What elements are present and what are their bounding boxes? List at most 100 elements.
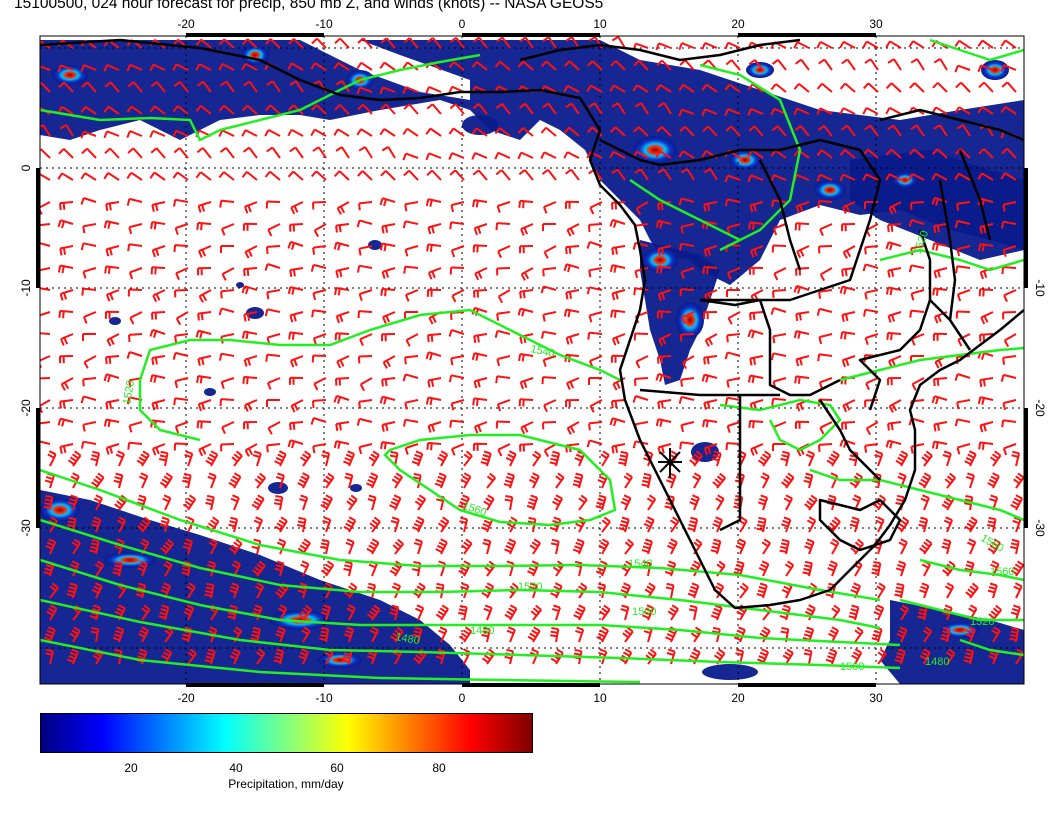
wind-barb-icon [909,82,925,93]
wind-barb-icon [497,289,511,304]
wind-barb-icon [136,450,150,467]
wind-barb-icon [160,582,172,599]
wind-barb-icon [1001,81,1017,93]
wind-barb-icon [57,219,74,229]
wind-barb-icon [289,80,304,93]
wind-barb-icon [757,648,770,665]
wind-barb-icon [849,472,863,489]
wind-barb-icon [427,421,442,433]
wind-barb-icon [827,516,841,533]
wind-barb-icon [894,582,905,599]
wind-barb-icon [747,329,764,339]
wind-barb-icon [862,40,879,49]
wind-barb-icon [910,124,925,137]
wind-barb-icon [679,242,695,251]
wind-barb-icon [481,626,491,643]
wind-barb-icon [804,538,815,555]
wind-barb-icon [449,266,465,275]
wind-barb-icon [497,443,511,457]
wind-barb-icon [955,265,971,274]
wind-barb-icon [435,538,448,555]
wind-barb-icon [842,201,856,214]
wind-barb-icon [404,311,418,319]
wind-barb-icon [426,441,442,451]
wind-barb-icon [437,450,449,467]
wind-barb-icon [526,494,539,511]
wind-barb-icon [435,648,446,665]
wind-barb-icon [47,450,57,467]
wind-barb-icon [103,373,120,383]
wind-barb-icon [679,288,695,297]
wind-barb-icon [481,582,495,599]
wind-barb-icon [104,265,120,274]
wind-barb-icon [112,626,125,643]
wind-barb-icon [759,626,771,643]
wind-barb-icon [312,399,327,408]
wind-barb-icon [805,450,816,467]
lat-label: -20 [19,399,33,417]
wind-barb-icon [274,560,285,577]
wind-barb-icon [40,421,51,425]
wind-barb-icon [842,245,856,259]
wind-barb-icon [689,494,700,511]
wind-barb-icon [619,582,632,599]
wind-barb-icon [150,221,166,230]
wind-barb-icon [908,173,925,181]
wind-barb-icon [540,285,557,294]
wind-barb-icon [334,332,350,341]
wind-barb-icon [254,472,266,489]
wind-barb-icon [802,626,815,643]
wind-barb-icon [794,222,810,231]
contour-label: 1480 [470,625,494,637]
wind-barb-icon [575,626,585,643]
wind-barb-icon [724,41,741,50]
wind-barb-icon [795,58,810,71]
wind-barb-icon [666,538,678,555]
wind-barb-icon [195,171,212,181]
wind-barb-icon [575,516,587,533]
wind-barbs [40,36,1024,665]
wind-barb-icon [321,450,331,467]
wind-barb-icon [839,40,856,49]
wind-barb-icon [565,399,580,408]
wind-barb-icon [486,472,496,489]
wind-barb-icon [703,355,718,365]
wind-barb-icon [504,648,515,665]
wind-barb-icon [335,146,350,159]
wind-barb-icon [198,443,212,457]
wind-barb-icon [703,443,718,456]
wind-barb-icon [242,375,258,385]
wind-barb-icon [680,223,695,234]
wind-barb-icon [368,450,380,467]
wind-barb-icon [919,648,931,665]
wind-barb-icon [841,58,856,71]
wind-barb-icon [298,604,312,621]
frame-ticks [36,33,1028,687]
wind-barb-icon [519,245,534,254]
wind-barb-icon [381,377,396,387]
wind-barb-icon [656,126,672,137]
wind-barb-icon [701,41,718,50]
wind-barb-icon [244,399,258,412]
wind-barb-icon [678,150,695,159]
wind-barb-icon [40,65,51,71]
wind-barb-icon [310,128,327,137]
wind-barb-icon [126,105,143,115]
wind-barb-icon [933,124,948,137]
wind-barb-icon [290,399,304,413]
wind-barb-icon [45,648,55,665]
wind-barb-icon [379,242,396,252]
wind-barb-icon [182,494,197,511]
wind-barb-icon [770,352,787,361]
wind-barb-icon [80,64,97,72]
wind-barb-icon [471,61,488,71]
wind-barb-icon [772,443,786,451]
wind-barb-icon [887,267,902,278]
wind-barb-icon [543,443,557,458]
wind-barb-icon [195,105,212,115]
wind-barb-icon [940,626,951,643]
wind-barb-icon [781,516,792,533]
wind-barb-icon [540,60,557,71]
wind-barb-icon [82,223,97,234]
